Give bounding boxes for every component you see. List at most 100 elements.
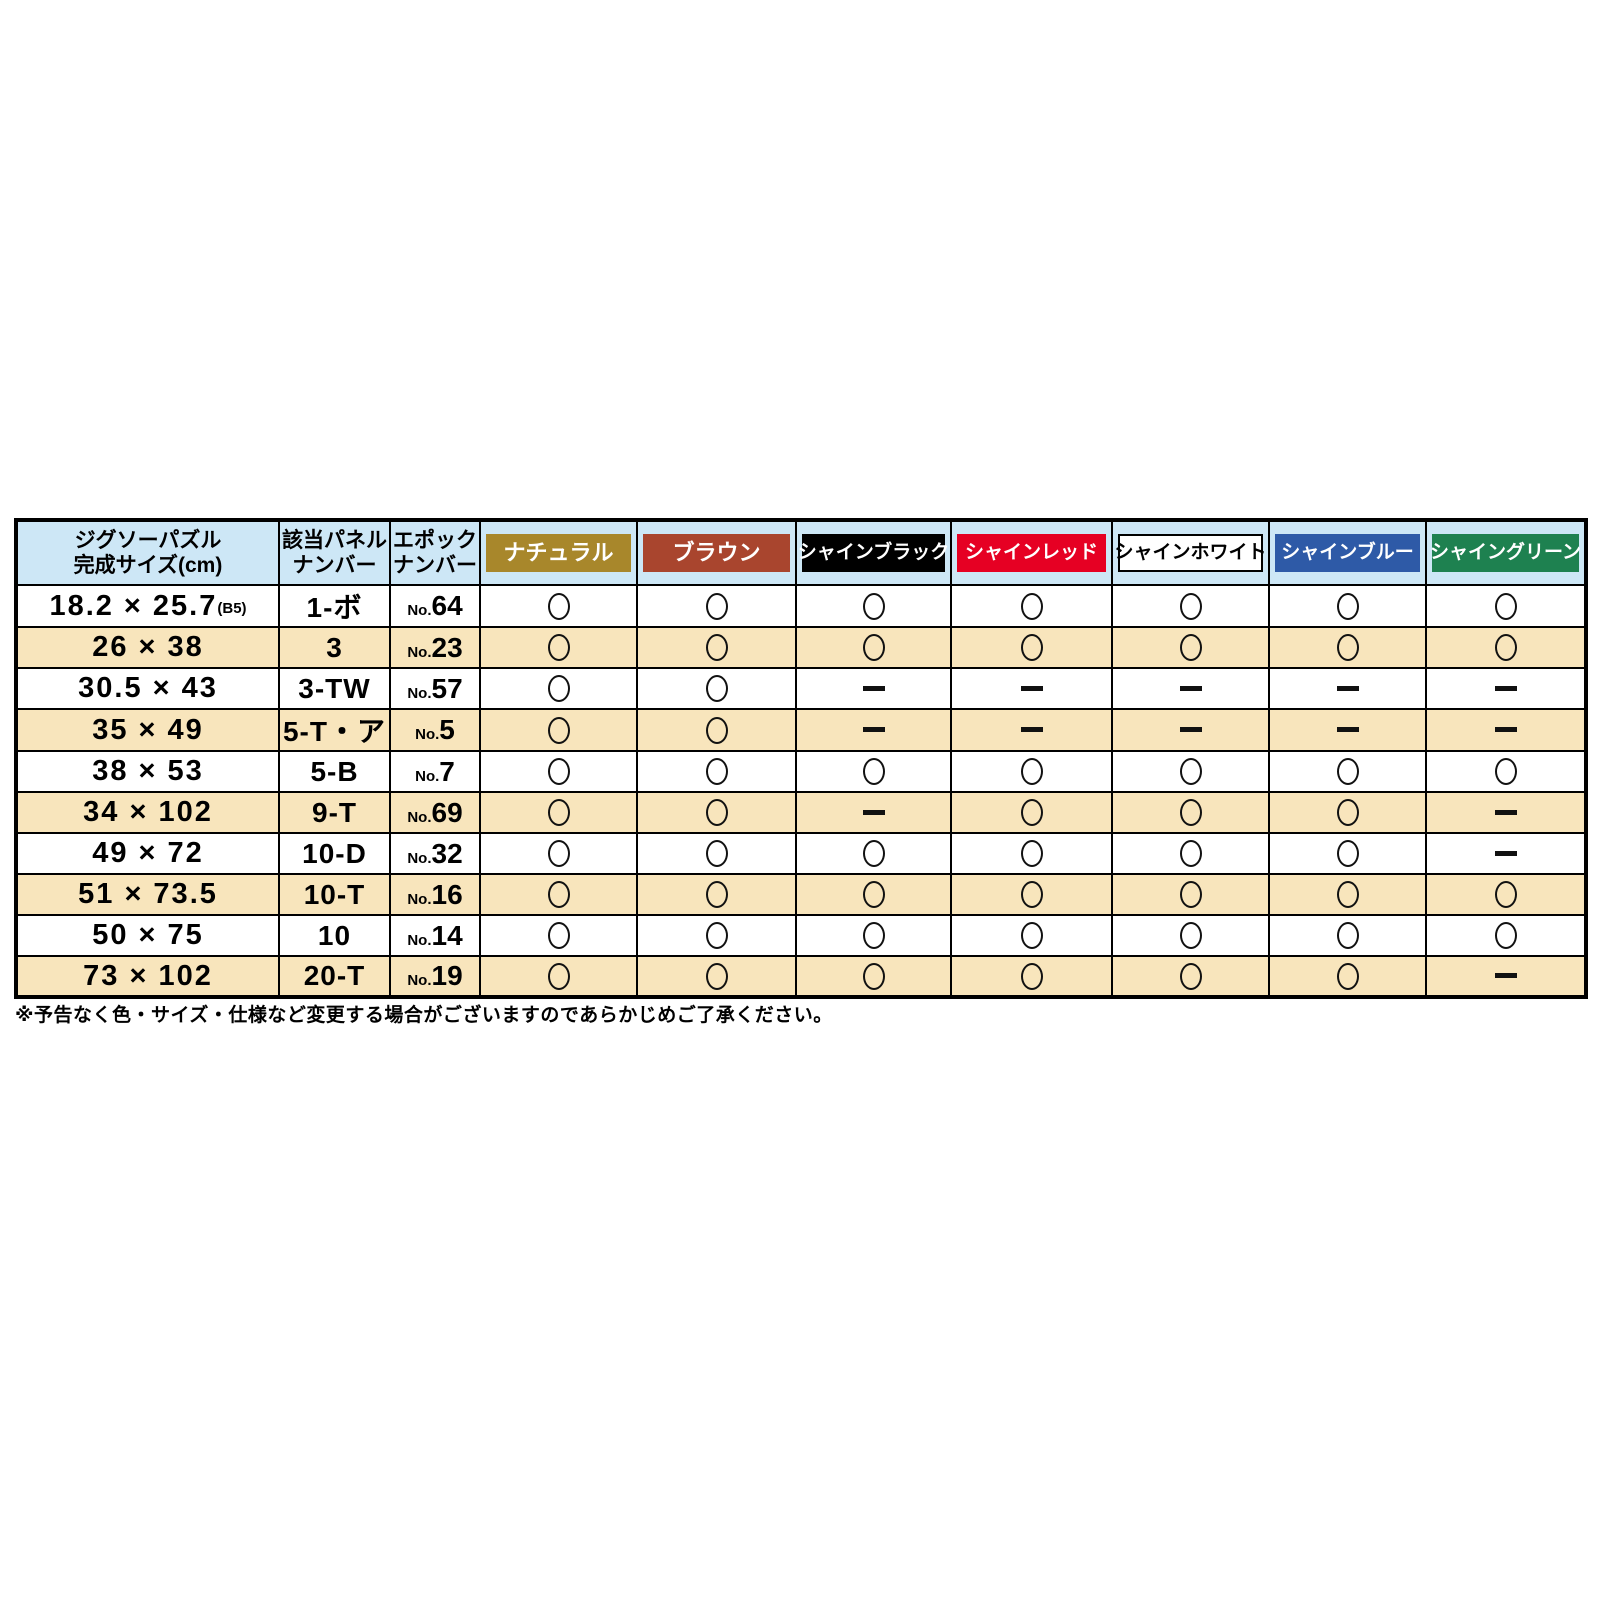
circle-available-icon bbox=[547, 881, 570, 908]
dash-unavailable-icon bbox=[1494, 973, 1517, 979]
epoch-number-prefix: No. bbox=[407, 602, 432, 619]
availability-cell bbox=[636, 667, 797, 710]
availability-cell bbox=[1425, 708, 1587, 752]
availability-cell bbox=[1268, 914, 1427, 957]
availability-cell bbox=[795, 667, 952, 710]
epoch-number-cell: No.32 bbox=[389, 832, 481, 875]
circle-available-icon bbox=[1179, 962, 1202, 990]
dash-unavailable-icon bbox=[1336, 685, 1359, 691]
circle-available-icon bbox=[1179, 840, 1202, 867]
circle-available-icon bbox=[1020, 758, 1043, 785]
dash-unavailable-icon bbox=[1494, 727, 1517, 733]
circle-available-icon bbox=[705, 840, 728, 867]
availability-cell bbox=[1268, 626, 1427, 669]
circle-available-icon bbox=[705, 799, 728, 826]
table-row: 18.2 × 25.7(B5) 1-ボ No.64 bbox=[15, 584, 1587, 628]
circle-available-icon bbox=[1336, 634, 1359, 661]
availability-cell bbox=[1268, 584, 1427, 628]
epoch-number-value: 7 bbox=[439, 755, 455, 787]
availability-cell bbox=[1425, 955, 1587, 998]
color-label-box: シャイングリーン bbox=[1430, 534, 1581, 572]
circle-available-icon bbox=[705, 922, 728, 949]
dash-unavailable-icon bbox=[1494, 850, 1517, 856]
color-label-box: シャインブルー bbox=[1275, 534, 1420, 572]
size-cell: 51 × 73.5 bbox=[15, 873, 280, 916]
availability-cell bbox=[1425, 667, 1587, 710]
availability-cell bbox=[479, 708, 638, 752]
epoch-number-prefix: No. bbox=[407, 972, 432, 989]
availability-cell bbox=[950, 914, 1113, 957]
circle-available-icon bbox=[705, 962, 728, 990]
availability-cell bbox=[1111, 955, 1270, 998]
header-cell-color-2: ブラウン bbox=[636, 519, 797, 586]
availability-cell bbox=[795, 584, 952, 628]
availability-cell bbox=[479, 791, 638, 834]
circle-available-icon bbox=[547, 840, 570, 867]
circle-available-icon bbox=[1494, 922, 1517, 949]
table-row: 35 × 49 5-T・ア No.5 bbox=[15, 708, 1587, 752]
color-label-box: シャインホワイト bbox=[1115, 534, 1267, 572]
table-row: 30.5 × 43 3-TW No.57 bbox=[15, 667, 1587, 710]
availability-cell bbox=[1425, 750, 1587, 793]
circle-available-icon bbox=[1020, 922, 1043, 949]
circle-available-icon bbox=[1336, 592, 1359, 620]
size-cell: 38 × 53 bbox=[15, 750, 280, 793]
panel-number-cell: 10 bbox=[278, 914, 391, 957]
panel-number-cell: 10-D bbox=[278, 832, 391, 875]
availability-cell bbox=[950, 626, 1113, 669]
availability-cell bbox=[479, 750, 638, 793]
circle-available-icon bbox=[547, 799, 570, 826]
availability-cell bbox=[795, 955, 952, 998]
dash-unavailable-icon bbox=[1179, 727, 1202, 733]
availability-cell bbox=[950, 832, 1113, 875]
availability-cell bbox=[950, 750, 1113, 793]
availability-cell bbox=[1268, 832, 1427, 875]
availability-cell bbox=[795, 914, 952, 957]
circle-available-icon bbox=[1336, 922, 1359, 949]
table-row: 26 × 38 3 No.23 bbox=[15, 626, 1587, 669]
availability-cell bbox=[1111, 791, 1270, 834]
dash-unavailable-icon bbox=[1179, 685, 1202, 691]
circle-available-icon bbox=[1020, 962, 1043, 990]
circle-available-icon bbox=[862, 634, 885, 661]
availability-cell bbox=[479, 914, 638, 957]
availability-cell bbox=[950, 584, 1113, 628]
availability-cell bbox=[636, 626, 797, 669]
circle-available-icon bbox=[705, 592, 728, 620]
circle-available-icon bbox=[547, 758, 570, 785]
size-cell: 49 × 72 bbox=[15, 832, 280, 875]
circle-available-icon bbox=[1179, 799, 1202, 826]
table-row: 38 × 53 5-B No.7 bbox=[15, 750, 1587, 793]
circle-available-icon bbox=[1020, 592, 1043, 620]
circle-available-icon bbox=[1336, 840, 1359, 867]
circle-available-icon bbox=[862, 922, 885, 949]
availability-cell bbox=[950, 791, 1113, 834]
circle-available-icon bbox=[1179, 881, 1202, 908]
availability-cell bbox=[636, 708, 797, 752]
spec-table: ジグソーパズル 完成サイズ(cm) 該当パネル ナンバー エポック ナンバー ナ… bbox=[14, 518, 1588, 999]
dash-unavailable-icon bbox=[862, 685, 885, 691]
dash-unavailable-icon bbox=[862, 727, 885, 733]
epoch-number-cell: No.5 bbox=[389, 708, 481, 752]
availability-cell bbox=[795, 873, 952, 916]
header-epoch-line1: エポック bbox=[393, 528, 477, 552]
circle-available-icon bbox=[705, 675, 728, 702]
epoch-number-value: 32 bbox=[431, 837, 463, 869]
availability-cell bbox=[950, 955, 1113, 998]
availability-cell bbox=[950, 708, 1113, 752]
header-size-line2: 完成サイズ(cm) bbox=[73, 554, 223, 577]
availability-cell bbox=[636, 832, 797, 875]
table-row: 51 × 73.5 10-T No.16 bbox=[15, 873, 1587, 916]
table-row: 50 × 75 10 No.14 bbox=[15, 914, 1587, 957]
panel-number-cell: 3 bbox=[278, 626, 391, 669]
circle-available-icon bbox=[862, 881, 885, 908]
header-cell-panel: 該当パネル ナンバー bbox=[278, 519, 391, 586]
availability-cell bbox=[1425, 791, 1587, 834]
circle-available-icon bbox=[1020, 840, 1043, 867]
availability-cell bbox=[1268, 873, 1427, 916]
table-row: 49 × 72 10-D No.32 bbox=[15, 832, 1587, 875]
dash-unavailable-icon bbox=[1020, 727, 1043, 733]
epoch-number-prefix: No. bbox=[407, 643, 432, 661]
circle-available-icon bbox=[1179, 758, 1202, 785]
circle-available-icon bbox=[1494, 758, 1517, 785]
